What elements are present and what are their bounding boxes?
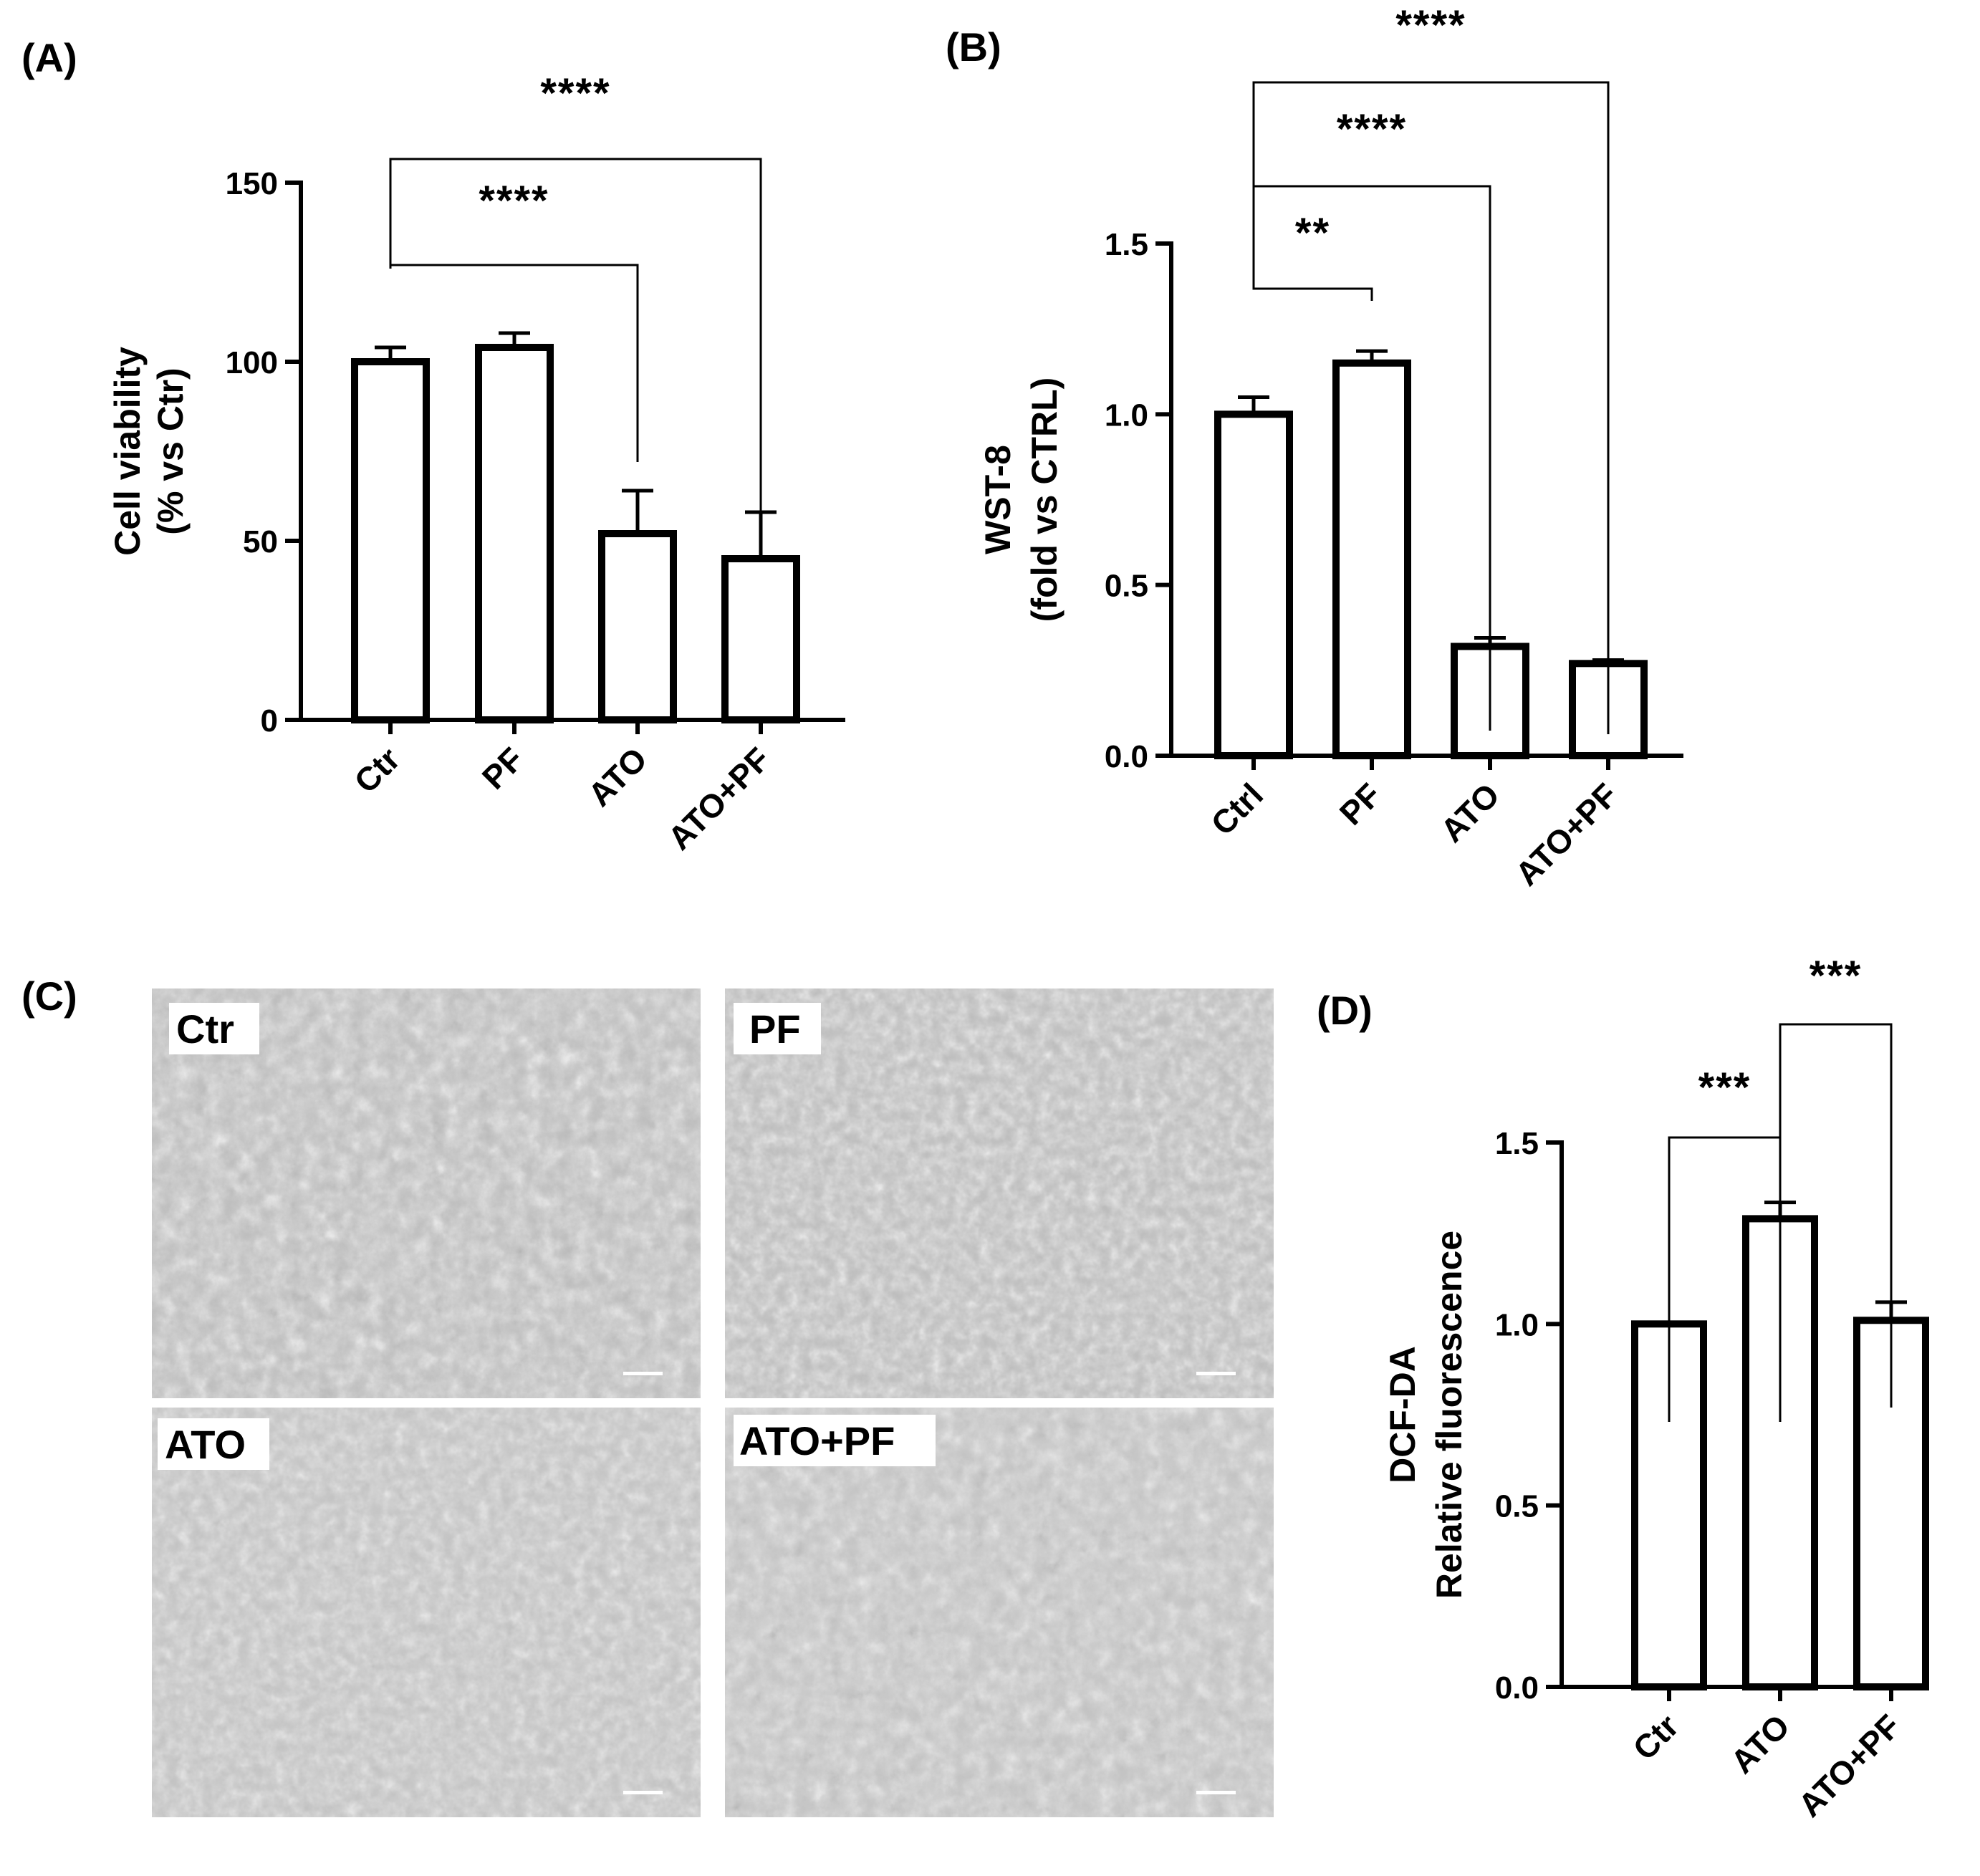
significance-bracket: [1668, 1136, 1780, 1422]
y-axis-label: Cell viability: [107, 347, 148, 556]
y-tick-label: 0.0: [1495, 1670, 1539, 1706]
scale-bar: [1196, 1372, 1236, 1375]
y-axis-label: (fold vs CTRL): [1024, 377, 1065, 622]
y-tick-label: 0.0: [1105, 739, 1148, 774]
significance-bracket: [1252, 81, 1610, 734]
significance-label: ****: [479, 178, 549, 224]
micrograph-label-pf: PF: [749, 1006, 801, 1052]
bar: [475, 344, 554, 723]
bar: [598, 530, 677, 723]
chart-wst8: 0.0 0.5 1.0 1.5 WST-8 (fold vs CTRL) Ctrl PF ATO…: [978, 2, 1683, 893]
micrograph-pf: PF: [725, 988, 1274, 1398]
panel-letter-d: (D): [1317, 988, 1373, 1033]
category-label: PF: [1332, 776, 1388, 832]
micrograph-label-ato: ATO: [165, 1422, 246, 1467]
panel-letter-a: (A): [21, 35, 77, 80]
y-tick-label: 1.5: [1495, 1126, 1539, 1161]
bar: [1214, 410, 1293, 759]
category-label: PF: [475, 740, 531, 796]
significance-bracket: [1779, 1023, 1893, 1422]
micrograph-ato-pf: ATO+PF: [725, 1408, 1274, 1817]
y-axis-label: (% vs Ctr): [150, 367, 191, 534]
significance-label: ****: [540, 70, 610, 117]
significance-label: ****: [1395, 2, 1466, 49]
significance-bracket: [1252, 154, 1373, 301]
significance-label: **: [1295, 210, 1330, 256]
significance-bracket: [1252, 154, 1491, 731]
y-tick-label: 0.5: [1495, 1489, 1539, 1524]
micrograph-label-ato-pf: ATO+PF: [739, 1418, 895, 1463]
category-label: ATO: [581, 740, 654, 813]
category-label: Ctrl: [1203, 776, 1270, 842]
chart-dcf-da: 0.0 0.5 1.0 1.5 DCF-DA Relative fluorescence C…: [1383, 953, 1929, 1824]
y-axis-label: Relative fluorescence: [1429, 1231, 1469, 1599]
micrograph-ctr: Ctr: [152, 988, 701, 1398]
y-tick-label: 1.5: [1105, 227, 1148, 262]
scale-bar: [1196, 1791, 1236, 1794]
bar: [1332, 359, 1411, 760]
chart-cell-viability: 0 50 100 150 Cell viability (% vs Ctr) Ctr PF AT…: [107, 70, 845, 857]
category-label: ATO+PF: [1508, 776, 1625, 893]
scale-bar: [623, 1372, 663, 1375]
micrograph-ato: ATO: [152, 1408, 701, 1817]
category-label: ATO: [1433, 776, 1506, 849]
category-label: ATO: [1724, 1707, 1797, 1780]
significance-label: ***: [1810, 953, 1863, 999]
micrograph-grid: Ctr PF ATO ATO+PF: [152, 988, 1274, 1817]
bar: [351, 358, 430, 723]
scale-bar: [623, 1791, 663, 1794]
y-tick-label: 50: [243, 524, 278, 559]
y-tick-label: 1.0: [1105, 398, 1148, 433]
y-axis-label: DCF-DA: [1383, 1346, 1423, 1483]
micrograph-label-ctr: Ctr: [176, 1006, 234, 1052]
category-label: Ctr: [347, 740, 407, 800]
significance-label: ****: [1337, 106, 1407, 153]
y-tick-label: 1.0: [1495, 1307, 1539, 1342]
bar: [721, 555, 800, 723]
significance-label: ***: [1698, 1064, 1751, 1111]
y-tick-label: 100: [226, 345, 278, 380]
panel-letter-b: (B): [946, 24, 1001, 69]
panel-letter-c: (C): [21, 973, 77, 1019]
y-tick-label: 150: [226, 166, 278, 201]
significance-bracket: [389, 158, 762, 523]
category-label: Ctr: [1625, 1707, 1686, 1767]
y-tick-label: 0.5: [1105, 569, 1148, 604]
y-axis-label: WST-8: [978, 445, 1018, 554]
y-tick-label: 0: [261, 703, 278, 739]
category-label: ATO+PF: [660, 740, 777, 857]
category-label: ATO+PF: [1791, 1707, 1908, 1824]
